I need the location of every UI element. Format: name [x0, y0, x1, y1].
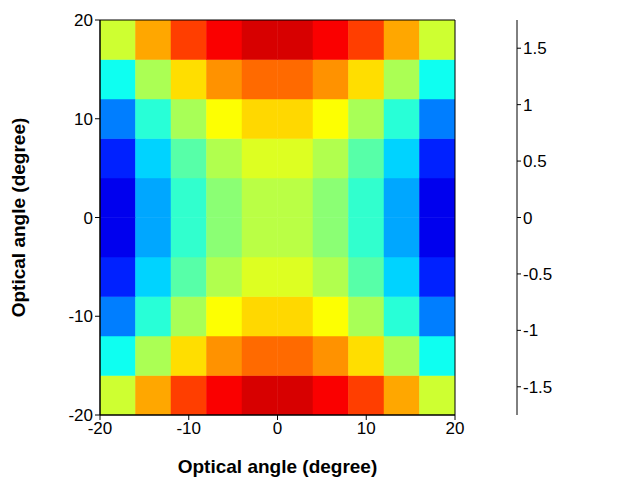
- svg-text:-10: -10: [176, 419, 201, 438]
- svg-text:0: 0: [273, 419, 282, 438]
- svg-text:-1: -1: [523, 321, 538, 340]
- svg-text:20: 20: [74, 11, 93, 30]
- svg-text:1: 1: [523, 96, 532, 115]
- svg-text:Optical angle (degree): Optical angle (degree): [178, 456, 378, 477]
- svg-text:-20: -20: [87, 419, 113, 439]
- svg-text:1.5: 1.5: [523, 39, 547, 58]
- svg-text:20: 20: [446, 419, 465, 438]
- svg-text:-10: -10: [68, 307, 93, 326]
- svg-text:10: 10: [357, 419, 376, 438]
- svg-text:0.5: 0.5: [523, 152, 547, 171]
- svg-text:-1.5: -1.5: [523, 378, 552, 397]
- svg-text:0: 0: [84, 209, 93, 228]
- svg-text:10: 10: [74, 110, 93, 129]
- svg-text:0: 0: [523, 209, 532, 228]
- svg-text:Optical angle (degree): Optical angle (degree): [8, 118, 29, 318]
- svg-text:-0.5: -0.5: [523, 265, 552, 284]
- svg-text:-20: -20: [68, 406, 93, 425]
